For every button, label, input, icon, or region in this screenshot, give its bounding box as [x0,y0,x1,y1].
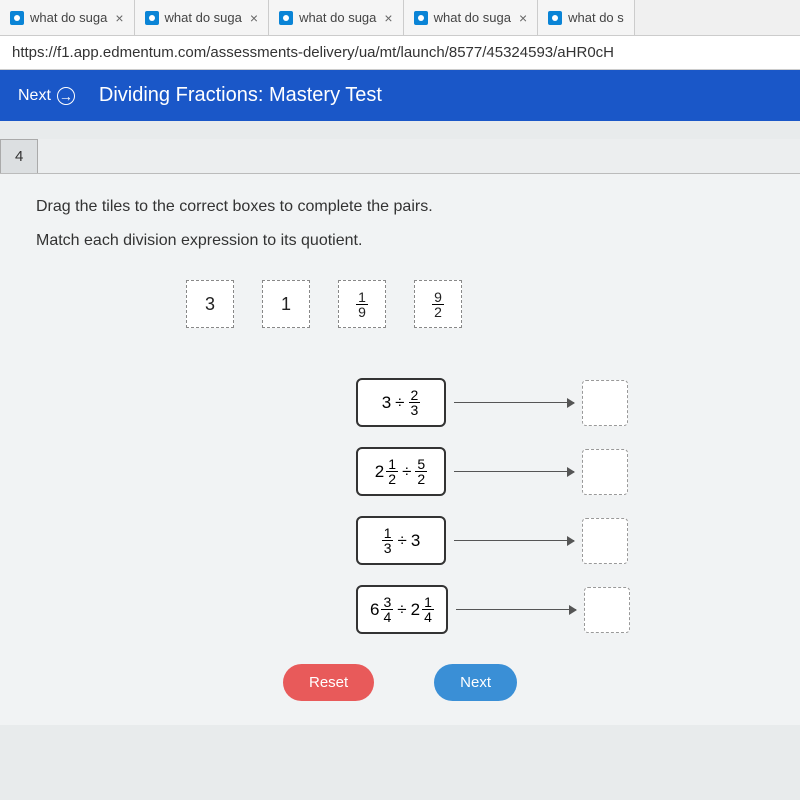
content-area: 4 Drag the tiles to the correct boxes to… [0,139,800,725]
operator: ÷ [397,600,406,620]
arrow-icon [454,402,574,403]
nav-next-button[interactable]: Next → [18,87,75,105]
whole: 2 [411,600,420,620]
numerator: 5 [415,457,427,472]
reset-button[interactable]: Reset [283,664,374,701]
page-title: Dividing Fractions: Mastery Test [99,84,382,107]
tile-3[interactable]: 3 [186,280,234,328]
mixed-number: 6 34 [370,595,393,624]
tab-label: what do suga [30,10,107,25]
tab-label: what do suga [299,10,376,25]
expression-1[interactable]: 3 ÷ 23 [356,378,446,427]
tab-1[interactable]: what do suga × [0,0,135,35]
numerator: 1 [386,457,398,472]
fraction: 14 [422,595,434,624]
url-text: https://f1.app.edmentum.com/assessments-… [12,44,614,61]
fraction: 19 [356,290,368,319]
favicon-icon [10,11,24,25]
instruction-line-1: Drag the tiles to the correct boxes to c… [36,198,764,216]
tab-4[interactable]: what do suga × [404,0,539,35]
operator: ÷ [395,393,404,413]
numerator: 2 [409,388,421,403]
favicon-icon [414,11,428,25]
close-icon[interactable]: × [115,10,123,26]
numerator: 1 [356,290,368,305]
numerator: 1 [382,526,394,541]
numerator: 3 [381,595,393,610]
answer-tiles: 3 1 19 92 [186,280,764,328]
tab-3[interactable]: what do suga × [269,0,404,35]
instruction-line-2: Match each division expression to its qu… [36,232,764,250]
question-number-row: 4 [0,139,800,174]
drop-target-4[interactable] [584,587,630,633]
drop-target-3[interactable] [582,518,628,564]
denominator: 2 [415,472,427,486]
pair-row-2: 2 12 ÷ 52 [356,447,764,496]
whole: 3 [382,393,391,413]
tab-label: what do suga [165,10,242,25]
denominator: 2 [386,472,398,486]
whole: 2 [375,462,384,482]
reset-label: Reset [309,674,348,691]
arrow-icon [454,540,574,541]
numerator: 9 [432,290,444,305]
mixed-number: 2 14 [411,595,434,624]
app-navbar: Next → Dividing Fractions: Mastery Test [0,70,800,121]
tile-value: 3 [205,294,215,315]
tab-label: what do suga [434,10,511,25]
tab-label: what do s [568,10,624,25]
operator: ÷ [402,462,411,482]
close-icon[interactable]: × [250,10,258,26]
mixed-number: 2 12 [375,457,398,486]
drop-target-2[interactable] [582,449,628,495]
arrow-right-icon: → [57,87,75,105]
denominator: 2 [432,305,444,319]
fraction: 23 [409,388,421,417]
operator: ÷ [397,531,406,551]
browser-tabs: what do suga × what do suga × what do suga… [0,0,800,36]
tile-value: 1 [281,294,291,315]
next-button[interactable]: Next [434,664,517,701]
tile-1-9[interactable]: 19 [338,280,386,328]
drop-target-1[interactable] [582,380,628,426]
pair-row-1: 3 ÷ 23 [356,378,764,427]
fraction: 13 [382,526,394,555]
fraction: 34 [381,595,393,624]
expression-2[interactable]: 2 12 ÷ 52 [356,447,446,496]
fraction: 52 [415,457,427,486]
denominator: 3 [382,541,394,555]
arrow-icon [454,471,574,472]
close-icon[interactable]: × [519,10,527,26]
next-label: Next [460,674,491,691]
nav-next-label: Next [18,87,51,105]
whole: 6 [370,600,379,620]
whole: 3 [411,531,420,551]
favicon-icon [548,11,562,25]
pair-row-4: 6 34 ÷ 2 14 [356,585,764,634]
expression-pairs: 3 ÷ 23 2 12 ÷ 52 [356,378,764,634]
close-icon[interactable]: × [384,10,392,26]
url-bar[interactable]: https://f1.app.edmentum.com/assessments-… [0,36,800,70]
tab-2[interactable]: what do suga × [135,0,270,35]
footer-buttons: Reset Next [36,664,764,701]
question-body: Drag the tiles to the correct boxes to c… [0,174,800,725]
tab-5[interactable]: what do s [538,0,635,35]
denominator: 4 [422,610,434,624]
expression-3[interactable]: 13 ÷ 3 [356,516,446,565]
favicon-icon [279,11,293,25]
fraction: 12 [386,457,398,486]
denominator: 4 [381,610,393,624]
denominator: 9 [356,305,368,319]
denominator: 3 [409,403,421,417]
fraction: 92 [432,290,444,319]
favicon-icon [145,11,159,25]
question-number[interactable]: 4 [0,139,38,173]
numerator: 1 [422,595,434,610]
tile-9-2[interactable]: 92 [414,280,462,328]
tile-1[interactable]: 1 [262,280,310,328]
expression-4[interactable]: 6 34 ÷ 2 14 [356,585,448,634]
pair-row-3: 13 ÷ 3 [356,516,764,565]
arrow-icon [456,609,576,610]
